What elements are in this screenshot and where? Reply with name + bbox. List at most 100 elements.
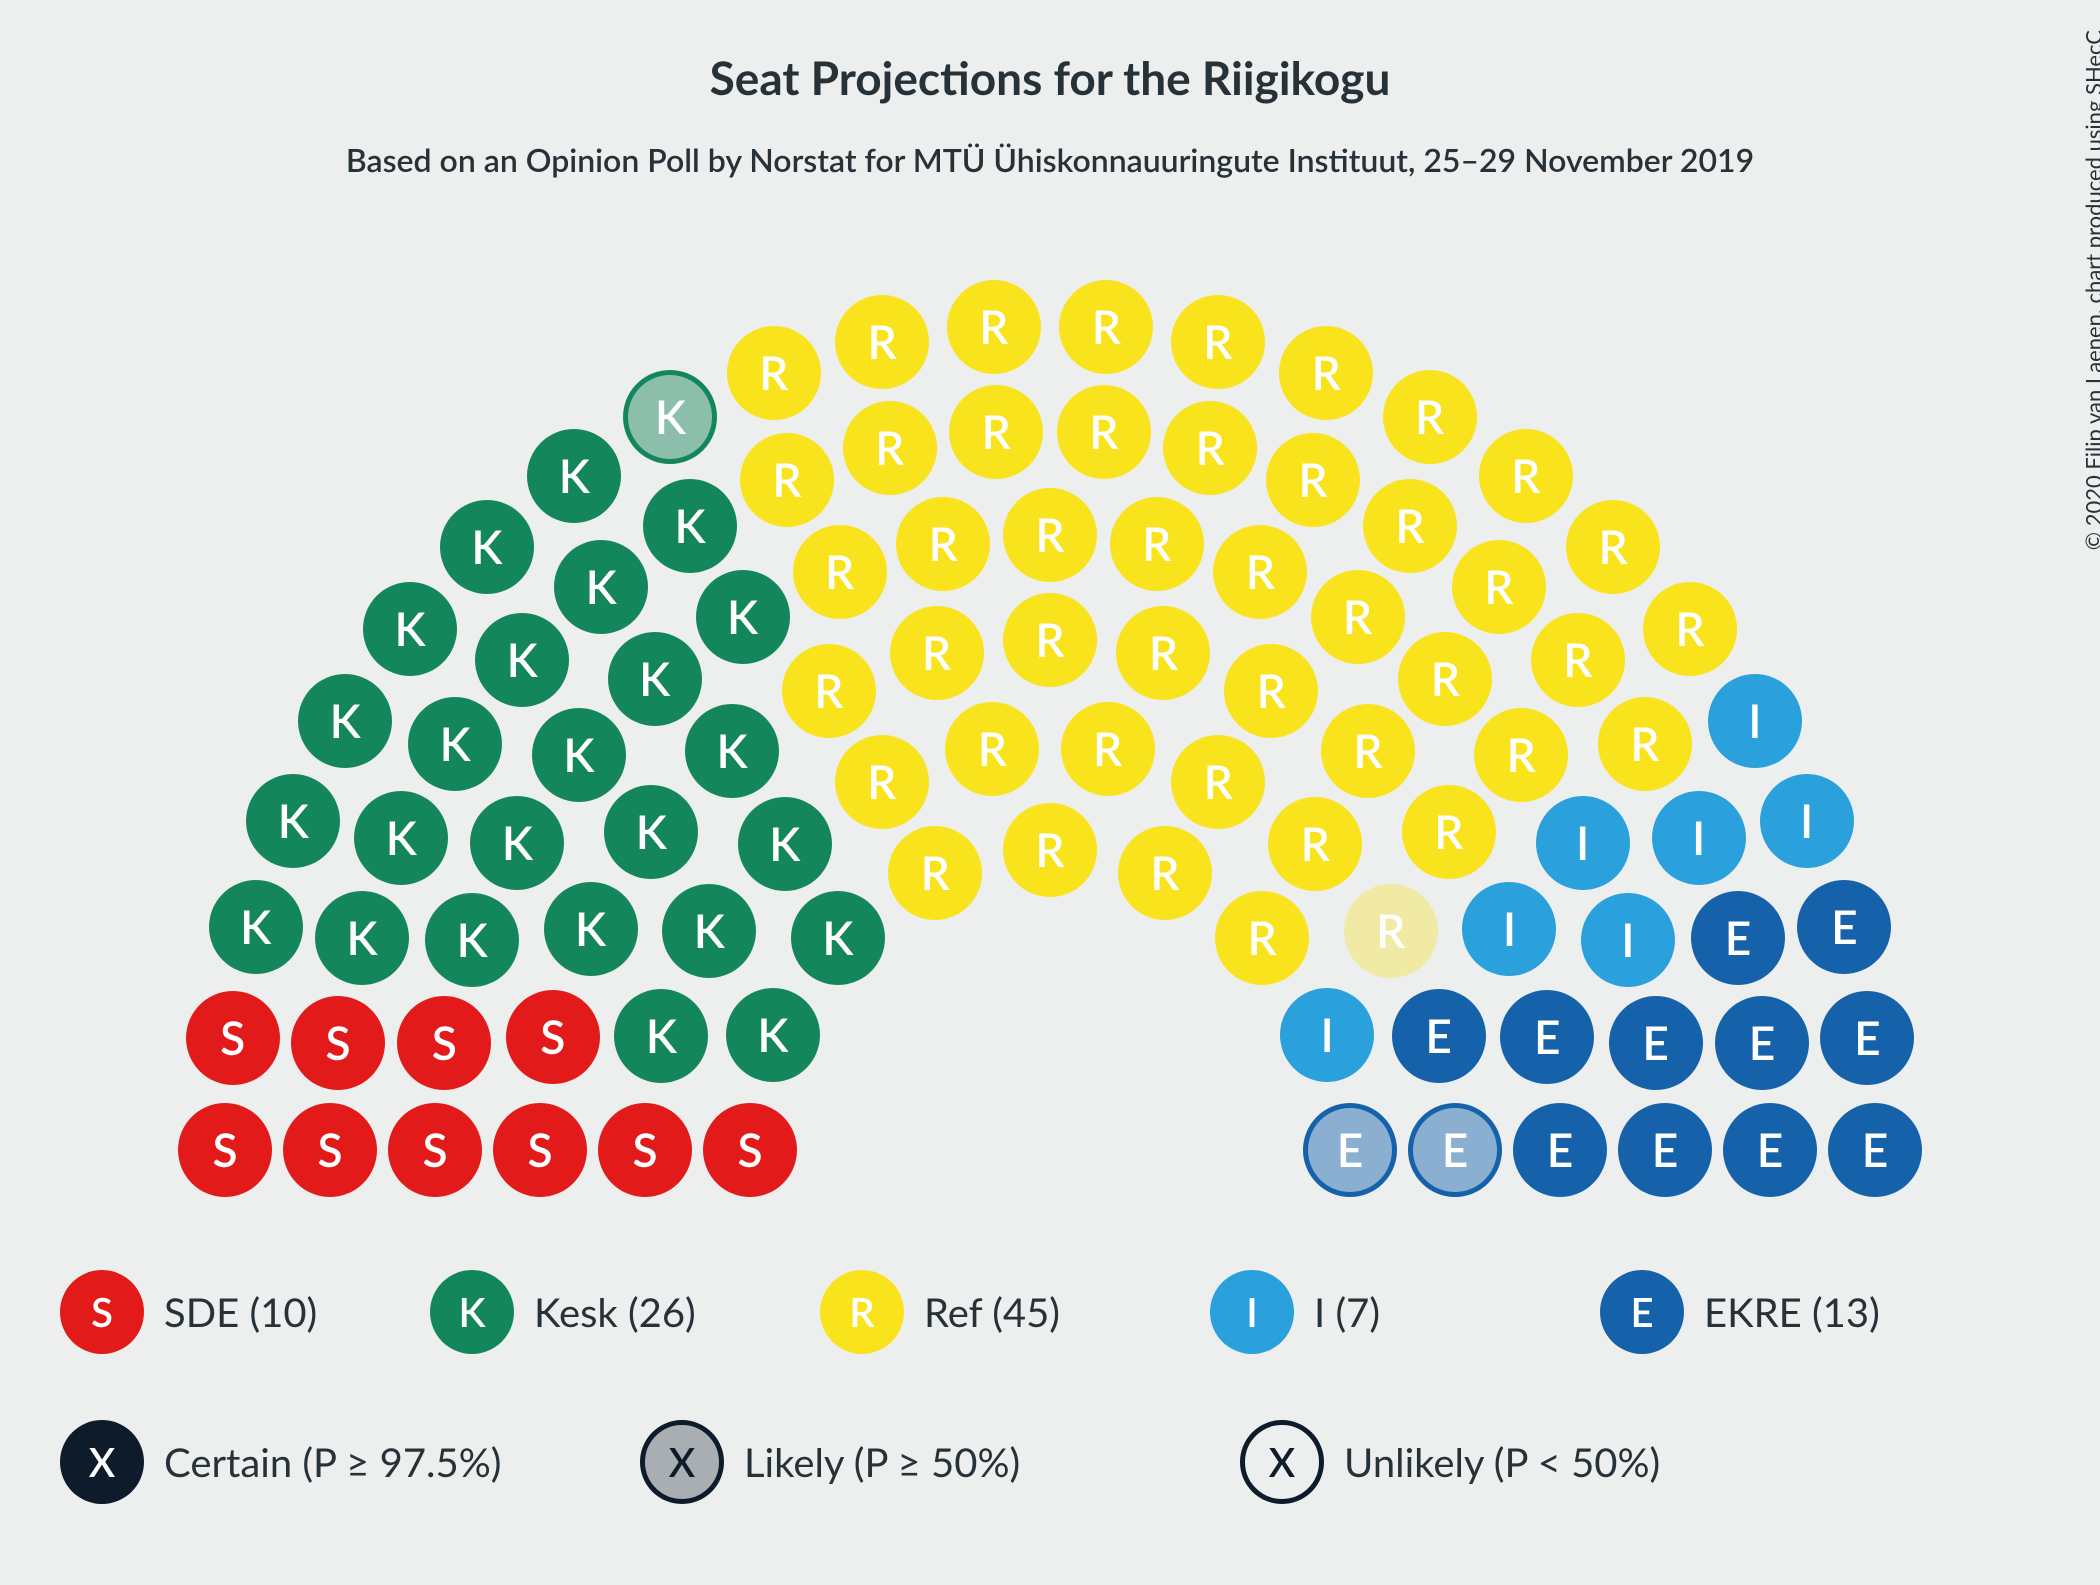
- seat-letter: K: [563, 732, 594, 778]
- seat-letter: E: [1547, 1127, 1574, 1173]
- seat-K: K: [209, 880, 303, 974]
- seat-letter: R: [1149, 630, 1178, 676]
- seat-R: R: [1110, 497, 1204, 591]
- seat-letter: K: [575, 906, 606, 952]
- seat-R: R: [890, 606, 984, 700]
- seat-letter: K: [636, 809, 667, 855]
- seat-letter: S: [212, 1127, 237, 1173]
- seat-letter: K: [502, 820, 533, 866]
- seat-R: R: [1003, 488, 1097, 582]
- seat-R: R: [835, 295, 929, 389]
- seat-K: K: [544, 882, 638, 976]
- seat-letter: R: [759, 350, 788, 396]
- seat-letter: R: [1598, 524, 1627, 570]
- seat-E: E: [1691, 891, 1785, 985]
- seat-letter: K: [507, 637, 538, 683]
- seat-letter: I: [1503, 906, 1516, 952]
- legend-certainty-certain: XCertain (P ≥ 97.5%): [60, 1420, 501, 1504]
- seat-letter: K: [457, 917, 488, 963]
- seat-K: K: [408, 697, 502, 791]
- seat-K: K: [246, 774, 340, 868]
- seat-K: K: [623, 370, 717, 464]
- seat-I: I: [1581, 893, 1675, 987]
- seat-letter: R: [1507, 732, 1536, 778]
- seat-R: R: [740, 433, 834, 527]
- seat-R: R: [1057, 385, 1151, 479]
- seat-letter: R: [1089, 409, 1118, 455]
- seat-letter: K: [278, 798, 309, 844]
- seat-K: K: [298, 674, 392, 768]
- chart-credit: © 2020 Filip van Laenen, chart produced …: [2080, 30, 2100, 550]
- legend-certainty-label: Likely (P ≥ 50%): [744, 1438, 1020, 1486]
- seat-R: R: [1566, 500, 1660, 594]
- seat-K: K: [604, 785, 698, 879]
- seat-S: S: [397, 996, 491, 1090]
- seat-R: R: [1266, 433, 1360, 527]
- seat-letter: R: [1035, 617, 1064, 663]
- seat-K: K: [363, 582, 457, 676]
- seat-letter: S: [317, 1127, 342, 1173]
- seat-letter: R: [1431, 656, 1460, 702]
- seat-letter: I: [1748, 698, 1761, 744]
- seat-R: R: [1398, 632, 1492, 726]
- seat-R: R: [1363, 479, 1457, 573]
- seat-letter: K: [639, 656, 670, 702]
- seat-R: R: [1383, 370, 1477, 464]
- seat-R: R: [1311, 570, 1405, 664]
- seat-letter: R: [1675, 606, 1704, 652]
- seat-R: R: [1479, 429, 1573, 523]
- seat-letter: K: [440, 721, 471, 767]
- seat-letter: R: [1035, 512, 1064, 558]
- seat-letter: K: [694, 908, 725, 954]
- seat-letter: R: [875, 425, 904, 471]
- seat-K: K: [475, 613, 569, 707]
- legend-party-E: EEKRE (13): [1600, 1270, 1880, 1354]
- legend-party-I: II (7): [1210, 1270, 1380, 1354]
- seat-letter: E: [1862, 1127, 1889, 1173]
- seat-S: S: [388, 1103, 482, 1197]
- seat-letter: R: [1298, 457, 1327, 503]
- legend-certainty-unlikely: XUnlikely (P < 50%): [1240, 1420, 1660, 1504]
- seat-letter: I: [1576, 820, 1589, 866]
- seat-E: E: [1303, 1103, 1397, 1197]
- seat-I: I: [1652, 791, 1746, 885]
- seat-E: E: [1828, 1103, 1922, 1197]
- seat-letter: R: [1203, 319, 1232, 365]
- seat-letter: R: [1257, 668, 1286, 714]
- seat-letter: I: [1321, 1012, 1334, 1058]
- seat-letter: K: [346, 915, 377, 961]
- seat-R: R: [835, 735, 929, 829]
- seat-S: S: [506, 990, 600, 1084]
- seat-S: S: [178, 1103, 272, 1197]
- seat-letter: R: [978, 726, 1007, 772]
- seat-letter: R: [921, 850, 950, 896]
- seat-R: R: [1344, 884, 1438, 978]
- seat-K: K: [608, 632, 702, 726]
- legend-dot-R: R: [820, 1270, 904, 1354]
- seat-letter: R: [867, 759, 896, 805]
- legend-dot-I: I: [1210, 1270, 1294, 1354]
- seat-letter: E: [1725, 915, 1752, 961]
- legend-party-label: Kesk (26): [534, 1288, 696, 1336]
- seat-letter: I: [1692, 815, 1705, 861]
- seat-R: R: [1116, 606, 1210, 700]
- seat-E: E: [1715, 996, 1809, 1090]
- seat-K: K: [554, 540, 648, 634]
- seat-letter: R: [1484, 564, 1513, 610]
- seat-letter: R: [1150, 850, 1179, 896]
- seat-letter: R: [1395, 503, 1424, 549]
- seat-letter: R: [1511, 453, 1540, 499]
- seat-R: R: [1402, 785, 1496, 879]
- seat-letter: K: [655, 394, 686, 440]
- seat-letter: E: [1749, 1020, 1776, 1066]
- seat-I: I: [1760, 774, 1854, 868]
- seat-R: R: [1279, 326, 1373, 420]
- legend-party-label: Ref (45): [924, 1288, 1060, 1336]
- seat-letter: K: [717, 728, 748, 774]
- seat-K: K: [315, 891, 409, 985]
- seat-letter: R: [982, 409, 1011, 455]
- seat-R: R: [727, 326, 821, 420]
- seat-S: S: [291, 996, 385, 1090]
- seat-letter: K: [822, 915, 853, 961]
- seat-letter: S: [220, 1015, 245, 1061]
